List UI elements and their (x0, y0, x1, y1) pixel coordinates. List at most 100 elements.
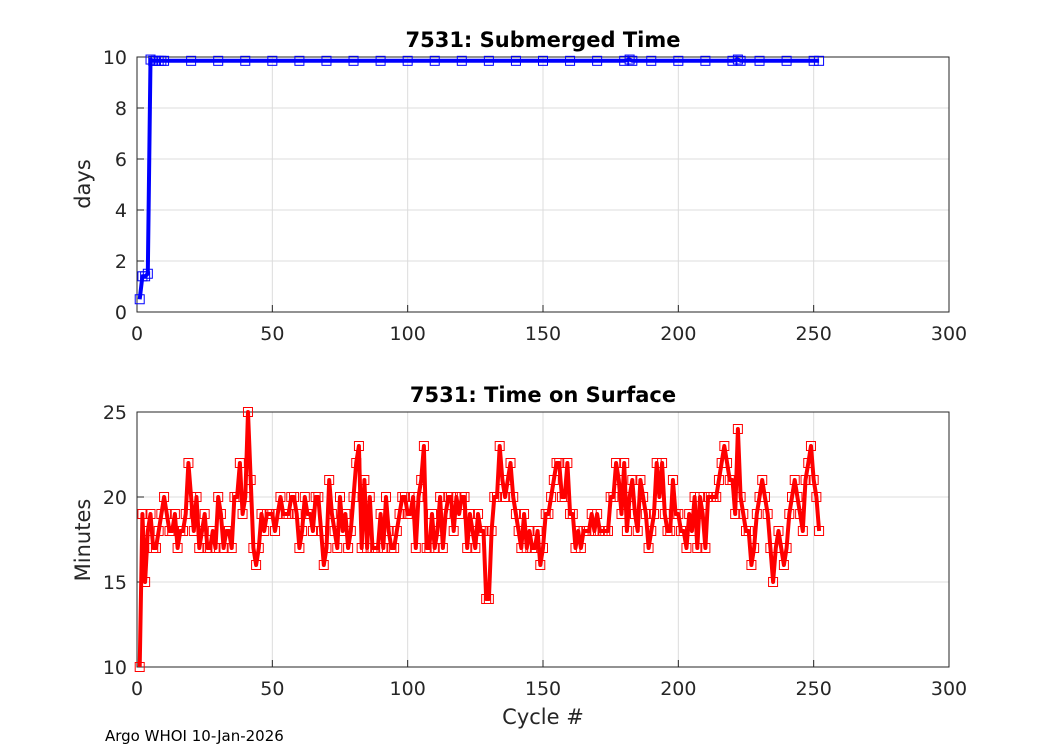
surface-data-point (538, 543, 548, 553)
surface-data-point (803, 458, 814, 468)
submerged-data-point (348, 55, 359, 66)
surface-data-point (272, 509, 283, 519)
surface-data-point (153, 526, 164, 536)
surface-data-point (513, 526, 524, 536)
surface-data-point (383, 526, 394, 536)
submerged-data-point (808, 55, 819, 66)
surface-data-point (535, 560, 546, 570)
surface-data-point (448, 526, 459, 536)
surface-data-point (288, 492, 299, 502)
surface-data-point (381, 492, 392, 502)
submerged-data-point (186, 55, 197, 66)
surface-data-point (483, 594, 494, 604)
surface-data-point (694, 492, 705, 502)
x-tick-label: 0 (131, 323, 143, 345)
submerged-data-point (619, 55, 630, 66)
surface-data-point (727, 475, 738, 485)
surface-data-point (351, 458, 362, 468)
surface-series-line (137, 410, 822, 668)
surface-data-point (226, 543, 237, 553)
y-axis-label-minutes: Minutes (71, 499, 95, 582)
submerged-data-point (700, 55, 711, 66)
surface-data-point (524, 526, 535, 536)
surface-data-point (432, 526, 443, 536)
surface-data-point (648, 509, 659, 519)
submerged-data-point (565, 55, 576, 66)
surface-data-point (297, 526, 308, 536)
surface-data-point (335, 492, 345, 502)
surface-data-point (584, 526, 595, 536)
surface-data-point (340, 509, 351, 519)
surface-data-point (554, 458, 565, 468)
surface-data-point (751, 509, 762, 519)
surface-data-point (418, 441, 429, 451)
x-tick-label: 100 (390, 678, 426, 700)
footer-stamp: Argo WHOI 10-Jan-2026 (105, 727, 284, 745)
submerged-data-point (321, 55, 332, 66)
surface-data-point (776, 543, 787, 553)
surface-data-point (437, 543, 448, 553)
surface-data-point (186, 492, 197, 502)
surface-data-point (621, 526, 632, 536)
surface-data-point (270, 526, 281, 536)
surface-data-point (470, 543, 481, 553)
surface-data-point (188, 526, 199, 536)
surface-data-point (218, 543, 229, 553)
surface-data-point (657, 458, 668, 468)
y-tick-label: 4 (115, 200, 127, 222)
surface-data-point (781, 543, 792, 553)
surface-data-point (624, 492, 635, 502)
surface-data-point (140, 577, 151, 587)
submerged-data-point (402, 55, 413, 66)
x-tick-label: 250 (796, 678, 832, 700)
surface-data-point (700, 543, 711, 553)
y-tick-label: 20 (103, 487, 127, 509)
surface-data-point (500, 492, 511, 502)
surface-data-point (640, 509, 651, 519)
surface-data-point (529, 543, 540, 553)
chart-title-surface: 7531: Time on Surface (410, 383, 676, 407)
surface-data-point (722, 458, 733, 468)
surface-data-point (589, 526, 600, 536)
surface-data-point (546, 492, 557, 502)
surface-data-point (575, 543, 586, 553)
submerged-data-point (592, 55, 603, 66)
surface-data-point (573, 526, 584, 536)
surface-data-point (213, 492, 224, 502)
surface-data-point (686, 526, 697, 536)
surface-data-point (811, 492, 822, 502)
surface-data-point (570, 543, 581, 553)
surface-data-point (789, 475, 800, 485)
surface-data-point (464, 509, 475, 519)
surface-data-point (757, 475, 768, 485)
surface-data-point (427, 509, 438, 519)
surface-data-point (416, 475, 427, 485)
submerged-data-point (510, 55, 521, 66)
surface-data-point (462, 543, 473, 553)
x-tick-label: 300 (931, 323, 967, 345)
surface-data-point (353, 441, 364, 451)
submerged-data-point (375, 55, 386, 66)
submerged-data-point (732, 54, 743, 65)
surface-data-point (716, 458, 727, 468)
surface-data-point (502, 475, 513, 485)
surface-data-point (792, 492, 803, 502)
surface-data-point (259, 526, 270, 536)
surface-data-point (732, 424, 743, 434)
surface-data-point (473, 509, 484, 519)
submerged-data-point (145, 54, 156, 65)
surface-data-point (508, 492, 519, 502)
surface-data-point (378, 543, 389, 553)
surface-data-point (337, 526, 348, 536)
surface-data-point (765, 543, 776, 553)
surface-data-point (291, 509, 302, 519)
surface-data-point (445, 492, 456, 502)
submerged-time-chart: 0 50 100 150 200 250 300 0 2 4 6 8 10 (103, 47, 967, 345)
surface-data-point (248, 543, 259, 553)
surface-data-point (451, 492, 462, 502)
surface-data-point (232, 492, 243, 502)
surface-data-point (256, 509, 267, 519)
surface-data-point (613, 475, 624, 485)
surface-data-point (253, 543, 264, 553)
surface-data-point (689, 492, 700, 502)
